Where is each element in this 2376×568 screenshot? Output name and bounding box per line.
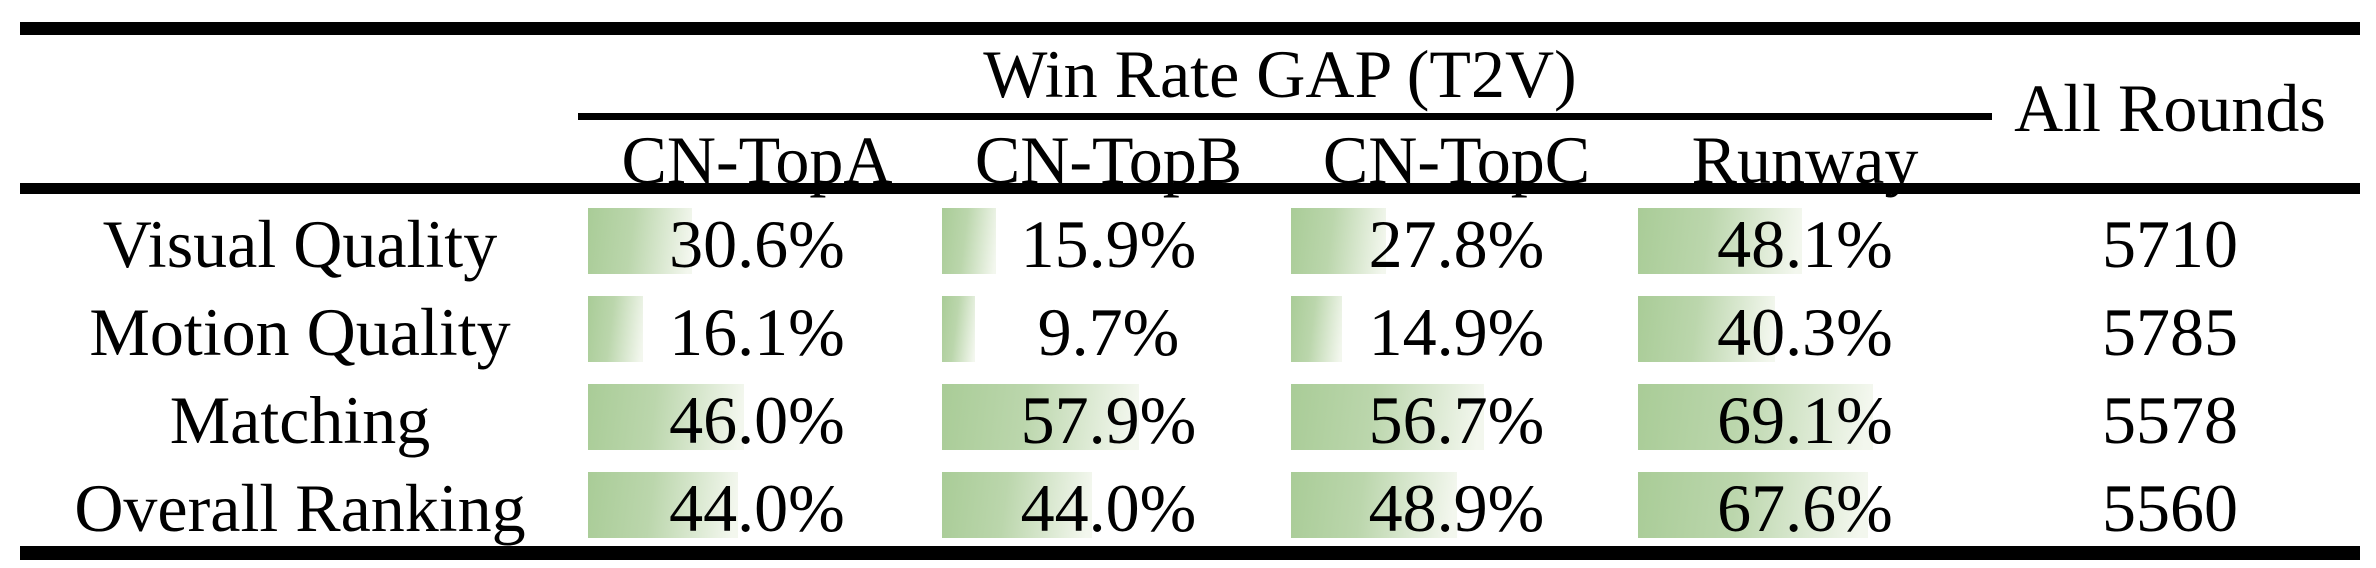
win-rate-bar [1291,208,1386,274]
row-label: Matching [169,382,431,458]
win-rate-bar [588,208,692,274]
win-rate-cell: 56.7% [1283,370,1630,458]
win-rate-bar [1638,296,1775,362]
table-row: Motion Quality 16.1% 9.7% 14.9% 40.3% 57… [0,282,2376,370]
win-rate-bar [588,384,745,450]
column-header-runway: Runway [1691,121,1919,198]
win-rate-cell: 48.9% [1283,458,1630,546]
row-label: Visual Quality [102,206,498,282]
win-rate-cell: 30.6% [580,194,934,282]
row-label: Overall Ranking [74,470,526,546]
win-rate-value: 57.9% [1020,382,1197,458]
table-top-rule [20,22,2360,35]
win-rate-value: 14.9% [1368,294,1545,370]
table-row: Matching 46.0% 57.9% 56.7% 69.1% 5578 [0,370,2376,458]
all-rounds-value: 5785 [2102,294,2238,370]
win-rate-cell: 9.7% [934,282,1283,370]
win-rate-value: 16.1% [669,294,845,370]
all-rounds-value: 5578 [2102,382,2238,458]
win-rate-value: 30.6% [669,206,845,282]
win-rate-cell: 44.0% [580,458,934,546]
win-rate-value: 15.9% [1020,206,1197,282]
win-rate-cell: 16.1% [580,282,934,370]
win-rate-cell: 67.6% [1630,458,1980,546]
win-rate-cell: 40.3% [1630,282,1980,370]
win-rate-value: 67.6% [1717,470,1893,546]
win-rate-bar [942,384,1139,450]
all-rounds-value: 5710 [2102,206,2238,282]
win-rate-bar [588,472,738,538]
win-rate-bar [1291,472,1458,538]
win-rate-cell: 44.0% [934,458,1283,546]
win-rate-cell: 14.9% [1283,282,1630,370]
win-rate-bar [588,296,643,362]
win-rate-cell: 27.8% [1283,194,1630,282]
win-rate-value: 44.0% [1020,470,1197,546]
win-rate-bar [1291,296,1342,362]
table-bottom-rule [20,546,2360,560]
win-rate-value: 48.1% [1717,206,1893,282]
win-rate-cell: 69.1% [1630,370,1980,458]
win-rate-bar [1638,472,1868,538]
column-header-cn-topc: CN-TopC [1322,121,1591,198]
win-rate-bar [942,208,997,274]
win-rate-cell: 46.0% [580,370,934,458]
win-rate-value: 56.7% [1368,382,1545,458]
win-rate-bar [1291,384,1484,450]
win-rate-cell: 57.9% [934,370,1283,458]
win-rate-value: 48.9% [1368,470,1545,546]
header-body-divider-rule [20,183,2360,194]
win-rate-value: 40.3% [1717,294,1893,370]
win-rate-bar [942,472,1092,538]
win-rate-cell: 15.9% [934,194,1283,282]
column-header-cn-topa: CN-TopA [621,121,893,198]
table-row: Overall Ranking 44.0% 44.0% 48.9% 67.6% … [0,458,2376,546]
win-rate-value: 69.1% [1717,382,1893,458]
all-rounds-value: 5560 [2102,470,2238,546]
column-header-all-rounds: All Rounds [2014,70,2326,146]
column-header-cn-topb: CN-TopB [974,121,1243,198]
win-rate-bar [1638,208,1802,274]
row-label: Motion Quality [89,294,511,370]
win-rate-bar [942,296,975,362]
win-rate-value: 27.8% [1368,206,1545,282]
win-rate-cell: 48.1% [1630,194,1980,282]
win-rate-value: 46.0% [669,382,845,458]
win-rate-bar [1638,384,1873,450]
group-header-win-rate-gap: Win Rate GAP (T2V) [983,36,1577,112]
win-rate-value: 44.0% [669,470,845,546]
win-rate-value: 9.7% [1037,294,1180,370]
table-row: Visual Quality 30.6% 15.9% 27.8% 48.1% 5… [0,194,2376,282]
group-header-underline-rule [578,113,1992,120]
